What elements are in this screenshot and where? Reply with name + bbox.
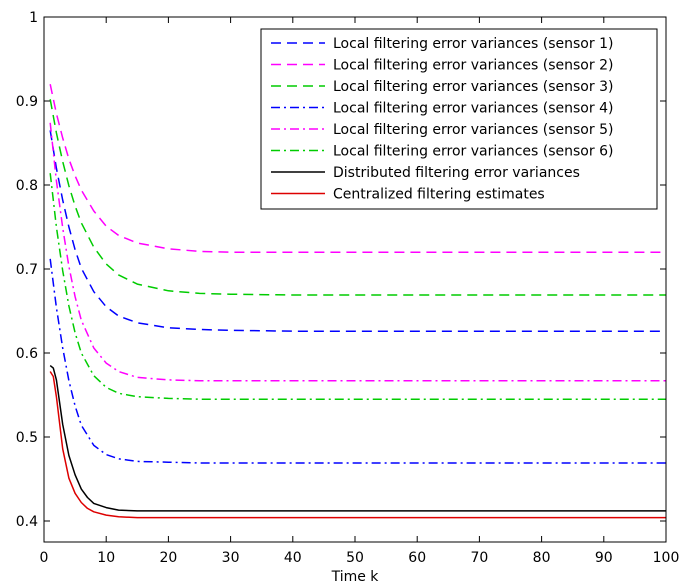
series-line-3	[49, 99, 666, 296]
y-tick-label: 0.7	[16, 262, 38, 278]
x-tick-label: 50	[346, 550, 364, 566]
x-tick-label: 40	[284, 550, 302, 566]
legend-box	[260, 28, 658, 210]
x-tick-label: 30	[222, 550, 240, 566]
y-tick-label: 0.5	[16, 430, 38, 446]
series-line-6	[49, 173, 666, 400]
series-layer	[49, 84, 666, 519]
x-tick-label: 70	[470, 550, 488, 566]
series-line-1	[49, 130, 666, 332]
legend-label: Local filtering error variances (sensor …	[333, 144, 613, 160]
x-tick-label: 10	[97, 550, 115, 566]
series-line-7	[49, 365, 666, 512]
series-line-4	[49, 258, 666, 464]
legend-label: Local filtering error variances (sensor …	[333, 79, 613, 95]
legend-label: Local filtering error variances (sensor …	[333, 36, 613, 52]
y-axis: 0.4 0.5 0.6 0.7 0.8 0.9 1	[16, 10, 666, 530]
legend-label: Centralized filtering estimates	[333, 187, 545, 203]
series-line-2	[49, 84, 666, 253]
y-tick-label: 0.9	[16, 94, 38, 110]
legend-label: Distributed filtering error variances	[333, 165, 580, 181]
x-axis: 0 10 20 30 40 50 60 70 80 90 100	[40, 17, 680, 566]
y-tick-label: 0.6	[16, 346, 38, 362]
x-tick-label: 90	[595, 550, 613, 566]
y-tick-label: 1	[29, 10, 38, 26]
y-tick-label: 0.8	[16, 178, 38, 194]
legend: Local filtering error variances (sensor …	[260, 28, 658, 210]
x-tick-label: 20	[159, 550, 177, 566]
legend-label: Local filtering error variances (sensor …	[333, 122, 613, 138]
y-tick-label: 0.4	[16, 514, 38, 530]
series-line-5	[49, 122, 666, 382]
x-tick-label: 60	[408, 550, 426, 566]
x-tick-label: 0	[40, 550, 49, 566]
legend-label: Local filtering error variances (sensor …	[333, 58, 613, 74]
legend-label: Local filtering error variances (sensor …	[333, 101, 613, 117]
x-axis-title: Time k	[331, 569, 380, 585]
x-tick-label: 100	[653, 550, 680, 566]
x-tick-label: 80	[533, 550, 551, 566]
series-line-8	[49, 371, 666, 519]
